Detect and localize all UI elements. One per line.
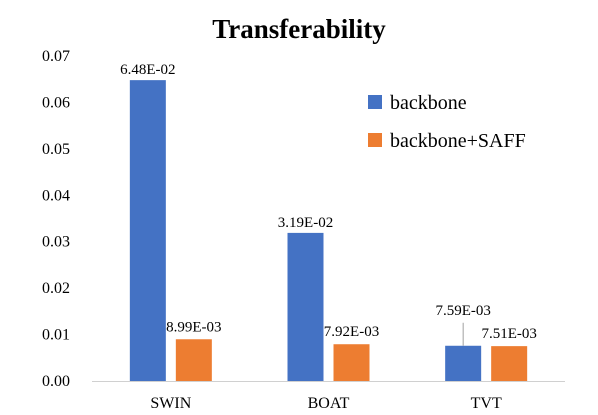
y-tick-label: 0.02 [42,280,70,297]
bar-backbone-swin [129,80,166,382]
legend-label: backbone+SAFF [390,130,526,152]
x-tick-label: TVT [471,395,502,412]
data-label: 8.99E-03 [166,319,221,335]
bar-backbone-tvt [445,345,482,381]
y-tick-label: 0.05 [42,141,70,158]
data-labels: 6.48E-02 8.99E-03 3.19E-02 7.92E-03 7.59E-03… [120,62,537,346]
legend: backbone backbone+SAFF [368,92,526,152]
y-axis: 0.00 0.01 0.02 0.03 0.04 0.05 0.06 0.07 [42,48,70,390]
y-tick-label: 0.00 [42,373,70,390]
y-tick-label: 0.07 [42,48,70,65]
data-label: 7.59E-03 [435,303,490,319]
y-tick-label: 0.03 [42,234,70,251]
bar-backbone-saff-tvt [491,346,528,381]
data-label: 6.48E-02 [120,62,175,78]
data-label: 7.51E-03 [481,326,536,342]
y-tick-label: 0.01 [42,327,70,344]
data-label: 7.92E-03 [324,324,379,340]
bars [129,80,528,382]
x-tick-label: BOAT [308,395,350,412]
legend-label: backbone [390,92,467,114]
chart-title: Transferability [212,14,386,44]
legend-swatch [368,133,382,147]
data-label: 3.19E-02 [278,215,333,231]
y-tick-label: 0.06 [42,94,70,111]
bar-backbone-boat [287,232,324,381]
bar-backbone-saff-swin [175,339,212,381]
bar-backbone-saff-boat [333,344,370,381]
x-tick-label: SWIN [150,395,191,412]
legend-swatch [368,95,382,109]
y-tick-label: 0.04 [42,187,70,204]
x-axis: SWIN BOAT TVT [150,395,502,412]
